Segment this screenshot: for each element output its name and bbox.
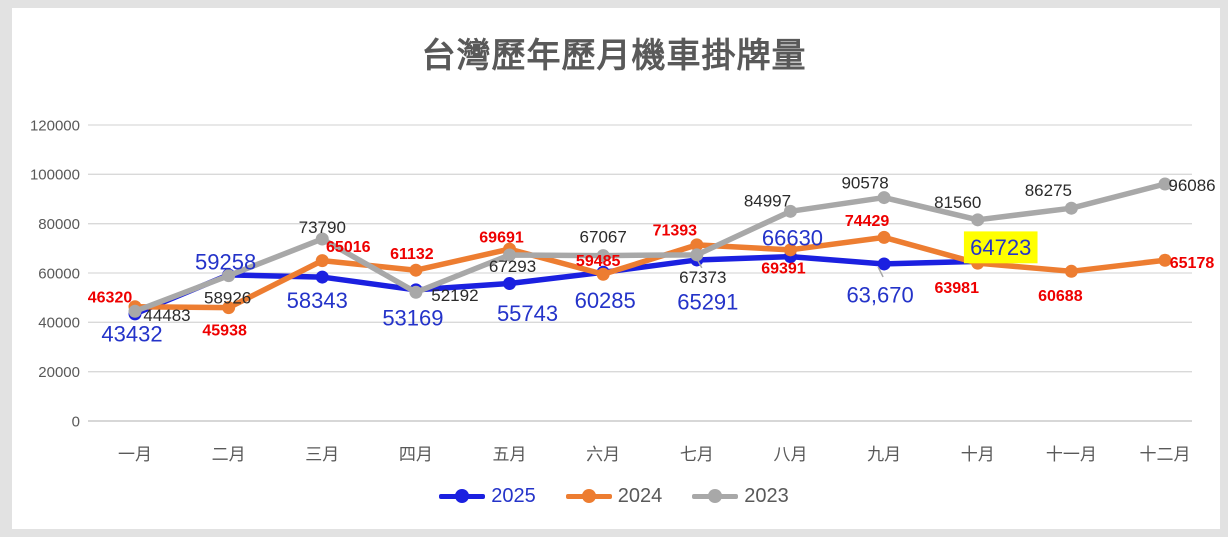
legend-item-2025: 2025 <box>439 486 536 506</box>
legend-item-2024: 2024 <box>565 485 663 507</box>
legend-label: 2023 <box>744 485 789 507</box>
legend-item-2023: 2023 <box>692 486 789 506</box>
legend-label: 2025 <box>491 485 536 507</box>
legend-line-marker-icon <box>439 489 486 503</box>
chart-card <box>12 8 1220 529</box>
legend-dot-icon <box>581 489 596 503</box>
chart-title: 台灣歷年歷月機車掛牌量 <box>421 37 807 75</box>
legend-line-marker-icon <box>692 489 739 503</box>
legend-dot-icon <box>455 489 470 503</box>
chart-legend: 2025 2024 2023 <box>0 486 1228 506</box>
legend-dot-icon <box>708 489 723 503</box>
legend-label: 2024 <box>617 485 663 507</box>
legend-line-marker-icon <box>565 489 612 503</box>
